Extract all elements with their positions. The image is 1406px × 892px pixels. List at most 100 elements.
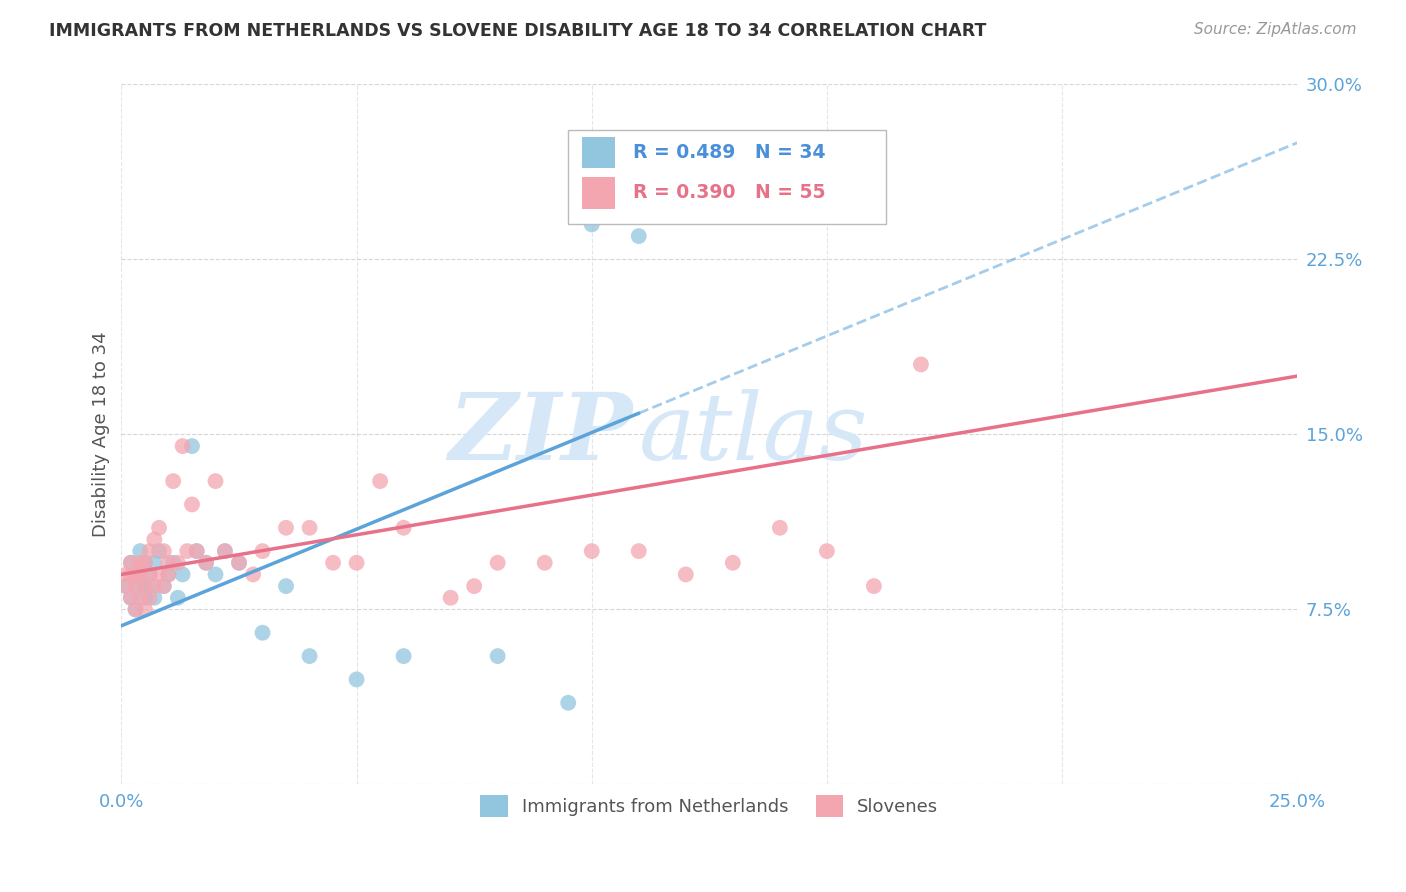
Point [162,556,184,570]
Point [143,533,166,547]
Point [863,579,886,593]
Point [392,521,415,535]
Point [172,439,194,453]
Point [581,218,603,232]
Point [120,591,142,605]
Point [143,579,166,593]
Y-axis label: Disability Age 18 to 34: Disability Age 18 to 34 [93,332,110,537]
Point [138,579,160,593]
Text: ZIP: ZIP [449,390,633,479]
Text: R = 0.489   N = 34: R = 0.489 N = 34 [633,143,825,161]
Point [129,579,152,593]
Point [486,649,509,664]
Point [172,567,194,582]
Point [143,556,166,570]
Point [463,579,485,593]
Point [214,544,236,558]
Point [186,544,208,558]
Point [120,556,142,570]
Point [392,649,415,664]
Point [115,579,138,593]
Point [115,579,138,593]
FancyBboxPatch shape [582,136,616,168]
Point [120,556,142,570]
Point [138,544,160,558]
Point [134,602,156,616]
Point [152,544,174,558]
Point [204,567,226,582]
Point [129,591,152,605]
Point [557,696,579,710]
Point [148,567,170,582]
Point [181,498,204,512]
FancyBboxPatch shape [582,178,616,209]
Point [124,579,146,593]
Point [627,229,650,244]
Point [148,544,170,558]
Point [815,544,838,558]
Point [581,544,603,558]
Point [298,521,321,535]
Point [486,556,509,570]
Point [138,567,160,582]
Point [675,567,697,582]
Point [228,556,250,570]
Legend: Immigrants from Netherlands, Slovenes: Immigrants from Netherlands, Slovenes [474,788,945,824]
Point [129,556,152,570]
Point [186,544,208,558]
Point [195,556,218,570]
Point [228,556,250,570]
Point [129,567,152,582]
Point [769,521,792,535]
Point [148,521,170,535]
Point [162,474,184,488]
Point [152,579,174,593]
Point [242,567,264,582]
Point [533,556,555,570]
Point [124,567,146,582]
Point [167,556,190,570]
Point [152,579,174,593]
Point [195,556,218,570]
Text: IMMIGRANTS FROM NETHERLANDS VS SLOVENE DISABILITY AGE 18 TO 34 CORRELATION CHART: IMMIGRANTS FROM NETHERLANDS VS SLOVENE D… [49,22,987,40]
Text: Source: ZipAtlas.com: Source: ZipAtlas.com [1194,22,1357,37]
Point [346,556,368,570]
Point [138,567,160,582]
Point [181,439,204,453]
Point [176,544,198,558]
Point [298,649,321,664]
Point [214,544,236,558]
Point [322,556,344,570]
Point [134,579,156,593]
FancyBboxPatch shape [568,130,886,225]
Point [204,474,226,488]
Text: atlas: atlas [638,390,869,479]
Point [274,579,297,593]
Point [134,556,156,570]
Point [120,567,142,582]
Point [115,567,138,582]
Point [252,625,274,640]
Point [157,567,180,582]
Point [252,544,274,558]
Point [440,591,463,605]
Point [134,556,156,570]
Point [346,673,368,687]
Point [120,591,142,605]
Point [274,521,297,535]
Point [627,544,650,558]
Point [124,567,146,582]
Point [143,591,166,605]
Text: R = 0.390   N = 55: R = 0.390 N = 55 [633,184,825,202]
Point [157,556,180,570]
Point [157,567,180,582]
Point [129,544,152,558]
Point [167,591,190,605]
Point [134,591,156,605]
Point [138,591,160,605]
Point [910,358,932,372]
Point [124,602,146,616]
Point [124,602,146,616]
Point [368,474,391,488]
Point [721,556,744,570]
